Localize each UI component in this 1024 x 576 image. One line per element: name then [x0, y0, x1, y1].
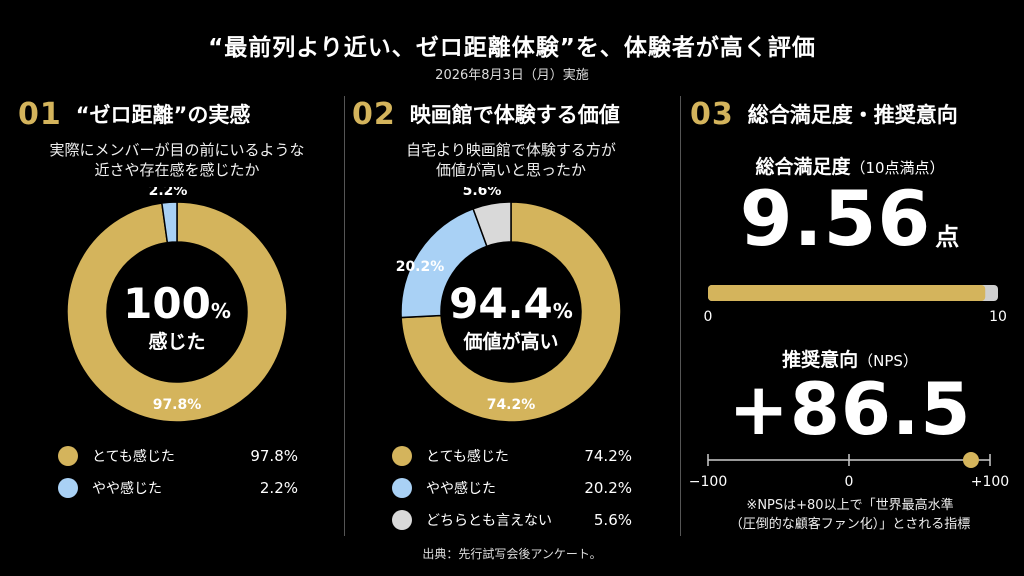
panel-number: 03	[690, 96, 734, 132]
tick-label: 0	[704, 309, 713, 325]
panel-title: “ゼロ距離”の実感	[75, 103, 251, 127]
nps-score: +86.5	[728, 367, 972, 451]
data-label: 74.2%	[487, 397, 536, 413]
panel-zero-distance: 01 “ゼロ距離”の実感 実際にメンバーが目の前にいるような 近さや存在感を感じ…	[18, 92, 336, 538]
legend: とても感じた 74.2% やや感じた 20.2% どちらとも言えない 5.6%	[392, 440, 632, 536]
data-label: 20.2%	[396, 259, 445, 275]
tick-label: +100	[971, 474, 1009, 490]
nps-label: 推奨意向（NPS）	[690, 345, 1010, 372]
center-value: 94.4%	[449, 279, 573, 328]
legend-value: 5.6%	[593, 511, 632, 529]
legend-value: 74.2%	[584, 447, 632, 465]
bar-fill	[708, 285, 986, 301]
legend-item: とても感じた 74.2%	[392, 440, 632, 472]
satisfaction-score: 9.56 点	[690, 177, 1010, 279]
data-label: 2.2%	[149, 187, 188, 199]
satisfaction-label-text: 総合満足度	[755, 156, 851, 178]
panel-divider	[344, 96, 345, 536]
legend-label: どちらとも言えない	[426, 513, 552, 529]
legend-label: とても感じた	[92, 449, 175, 465]
legend-value: 2.2%	[259, 479, 298, 497]
legend-label: とても感じた	[426, 449, 509, 465]
legend-label: やや感じた	[92, 481, 162, 497]
panel-theater-value: 02 映画館で体験する価値 自宅より映画館で体験する方が 価値が高いと思ったか …	[352, 92, 670, 538]
data-label: 5.6%	[463, 187, 502, 199]
legend-item: やや感じた 20.2%	[392, 472, 632, 504]
satisfaction-label: 総合満足度（10点満点）	[690, 152, 1010, 179]
panel-divider	[680, 96, 681, 536]
question-line: 価値が高いと思ったか	[435, 161, 586, 179]
legend-item: やや感じた 2.2%	[58, 472, 298, 504]
question-line: 自宅より映画館で体験する方が	[406, 141, 616, 159]
panel-satisfaction: 03 総合満足度・推奨意向 総合満足度（10点満点） 9.56 点 0 10 推奨意…	[690, 92, 1010, 538]
donut-slice	[160, 201, 178, 244]
nps-sub: （NPS）	[858, 352, 918, 370]
donut-slice	[66, 201, 288, 423]
satisfaction-sub: （10点満点）	[850, 159, 945, 177]
satisfaction-bar: 0 10	[704, 285, 1007, 325]
legend-item: とても感じた 97.8%	[58, 440, 298, 472]
tick-label: 10	[989, 309, 1007, 325]
legend-swatch	[392, 478, 412, 498]
legend-item: どちらとも言えない 5.6%	[392, 504, 632, 536]
nps-marker	[962, 452, 979, 468]
question-line: 実際にメンバーが目の前にいるような	[49, 141, 305, 159]
panel-number: 02	[352, 96, 396, 132]
nps-scale: −100 0 +100	[690, 452, 1009, 490]
panel-number: 01	[18, 96, 62, 132]
tick-label: 0	[845, 474, 854, 490]
page-title: “最前列より近い、ゼロ距離体験”を、体験者が高く評価	[208, 35, 816, 61]
question-line: 近さや存在感を感じたか	[94, 161, 260, 179]
data-label: 97.8%	[153, 397, 202, 413]
center-label: 価値が高い	[462, 330, 558, 353]
donut-chart-zero-distance: 97.8% 2.2% 100%感じた	[66, 187, 288, 423]
legend-label: やや感じた	[426, 481, 496, 497]
center-value: 100%	[123, 279, 231, 328]
nps-note-line: （圧倒的な顧客ファン化）」とされる指標	[729, 517, 971, 532]
legend-swatch	[58, 446, 78, 466]
donut-slice	[472, 201, 512, 248]
legend-swatch	[392, 446, 412, 466]
legend-swatch	[58, 478, 78, 498]
legend-swatch	[392, 510, 412, 530]
legend: とても感じた 97.8% やや感じた 2.2%	[58, 440, 298, 504]
nps-note-line: ※NPSは+80以上で「世界最高水準	[746, 498, 954, 513]
nps-label-text: 推奨意向	[782, 349, 859, 371]
legend-value: 20.2%	[584, 479, 632, 497]
donut-chart-theater-value: 74.2% 20.2% 5.6% 94.4%価値が高い	[396, 187, 622, 423]
tick-label: −100	[690, 474, 727, 490]
legend-value: 97.8%	[250, 447, 298, 465]
satisfaction-unit: 点	[935, 223, 961, 251]
donut-slice	[400, 201, 622, 423]
panel-title: 総合満足度・推奨意向	[747, 103, 958, 127]
satisfaction-value: 9.56	[739, 174, 932, 263]
panel-title: 映画館で体験する価値	[409, 103, 620, 127]
source-note: 出典：先行試写会後アンケート。	[422, 547, 602, 561]
center-label: 感じた	[148, 330, 205, 353]
survey-date: 2026年8月3日（月）実施	[435, 68, 589, 83]
